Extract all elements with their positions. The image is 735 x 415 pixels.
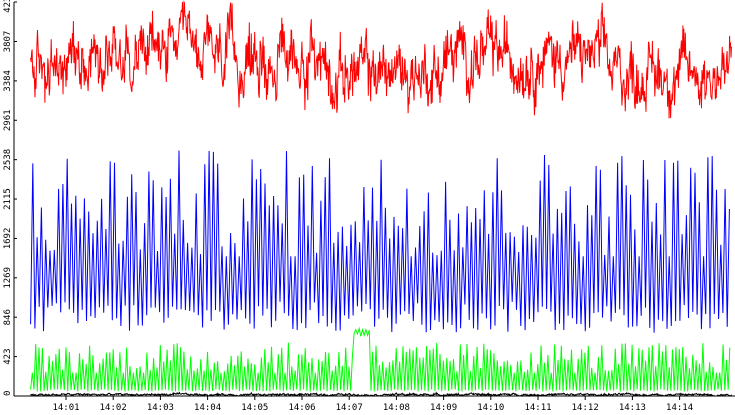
series-line-2: [30, 326, 731, 392]
x-tick-label: 14:05: [241, 403, 268, 413]
x-tick-label: 14:09: [430, 403, 457, 413]
x-tick-label: 14:07: [336, 403, 363, 413]
y-tick-label: 2115: [3, 188, 13, 210]
x-tick-label: 14:02: [100, 403, 127, 413]
x-tick-label: 14:01: [52, 403, 79, 413]
x-tick-label: 14:13: [619, 403, 646, 413]
y-tick-label: 1692: [3, 228, 13, 250]
x-tick-label: 14:10: [477, 403, 504, 413]
y-tick-label: 3384: [3, 70, 13, 92]
x-tick-label: 14:12: [572, 403, 599, 413]
x-tick-label: 14:08: [383, 403, 410, 413]
y-tick-label: 4231: [3, 0, 13, 13]
x-tick-label: 14:03: [147, 403, 174, 413]
y-tick-label: 1269: [3, 267, 13, 289]
x-tick-label: 14:06: [288, 403, 315, 413]
series-line-0: [30, 0, 732, 119]
y-tick-label: 2538: [3, 149, 13, 171]
axis-layer: 0 423 846 1269 1692 2115 2538 2961 3384 3807 4231 1…: [3, 0, 735, 413]
x-tick-label: 14:04: [194, 403, 221, 413]
series-line-1: [30, 150, 730, 333]
x-tick-label: 14:14: [666, 403, 693, 413]
y-tick-label: 2961: [3, 109, 13, 131]
y-tick-label: 423: [3, 348, 13, 364]
y-tick-label: 846: [3, 309, 13, 325]
y-tick-label: 3807: [3, 31, 13, 53]
x-tick-label: 14:11: [524, 403, 551, 413]
y-tick-label: 0: [3, 391, 13, 396]
